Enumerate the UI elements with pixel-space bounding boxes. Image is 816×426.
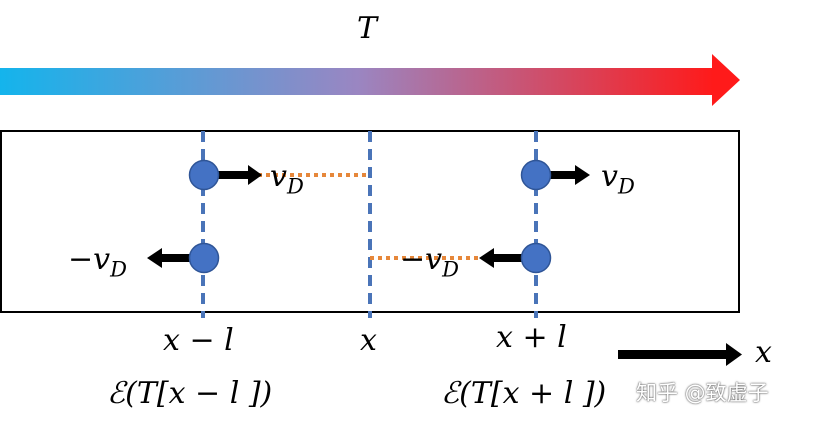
x-axis-label: x xyxy=(755,335,772,370)
energy-label-right: ℰ(T[x + l ]) xyxy=(441,376,607,411)
particle-upper-right xyxy=(520,159,552,191)
particle-lower-right xyxy=(520,242,552,274)
velocity-label-lower-left: −vD xyxy=(68,242,127,282)
velocity-label-lower-right: −vD xyxy=(400,242,459,282)
particle-upper-left xyxy=(188,159,220,191)
energy-label-left: ℰ(T[x − l ]) xyxy=(107,376,273,411)
velocity-label-upper-left: vD xyxy=(270,159,304,199)
position-label-left: x − l xyxy=(163,323,234,358)
velocity-arrow-upper-right xyxy=(547,165,590,185)
velocity-arrow-lower-right xyxy=(479,248,526,268)
watermark: 知乎 @致虚子 xyxy=(636,381,769,405)
temperature-label: T xyxy=(357,11,378,46)
temperature-gradient-arrow xyxy=(0,54,740,106)
x-axis-arrow xyxy=(618,343,742,366)
position-label-center: x xyxy=(360,323,377,358)
velocity-label-upper-right: vD xyxy=(601,159,635,199)
velocity-arrow-upper-left xyxy=(214,165,262,185)
velocity-arrow-lower-left xyxy=(147,248,194,268)
position-label-right: x + l xyxy=(496,320,567,355)
particle-lower-left xyxy=(188,242,220,274)
